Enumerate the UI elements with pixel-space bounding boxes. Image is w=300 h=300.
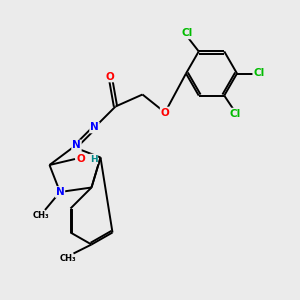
Text: O: O — [105, 71, 114, 82]
Text: Cl: Cl — [229, 109, 240, 118]
Text: CH₃: CH₃ — [60, 254, 76, 263]
Text: O: O — [160, 107, 169, 118]
Text: CH₃: CH₃ — [33, 211, 50, 220]
Text: N: N — [72, 140, 81, 151]
Text: Cl: Cl — [181, 28, 192, 38]
Text: N: N — [90, 122, 99, 133]
Text: O: O — [76, 154, 85, 164]
Text: N: N — [56, 187, 64, 197]
Text: Cl: Cl — [253, 68, 265, 79]
Text: H: H — [90, 154, 98, 164]
